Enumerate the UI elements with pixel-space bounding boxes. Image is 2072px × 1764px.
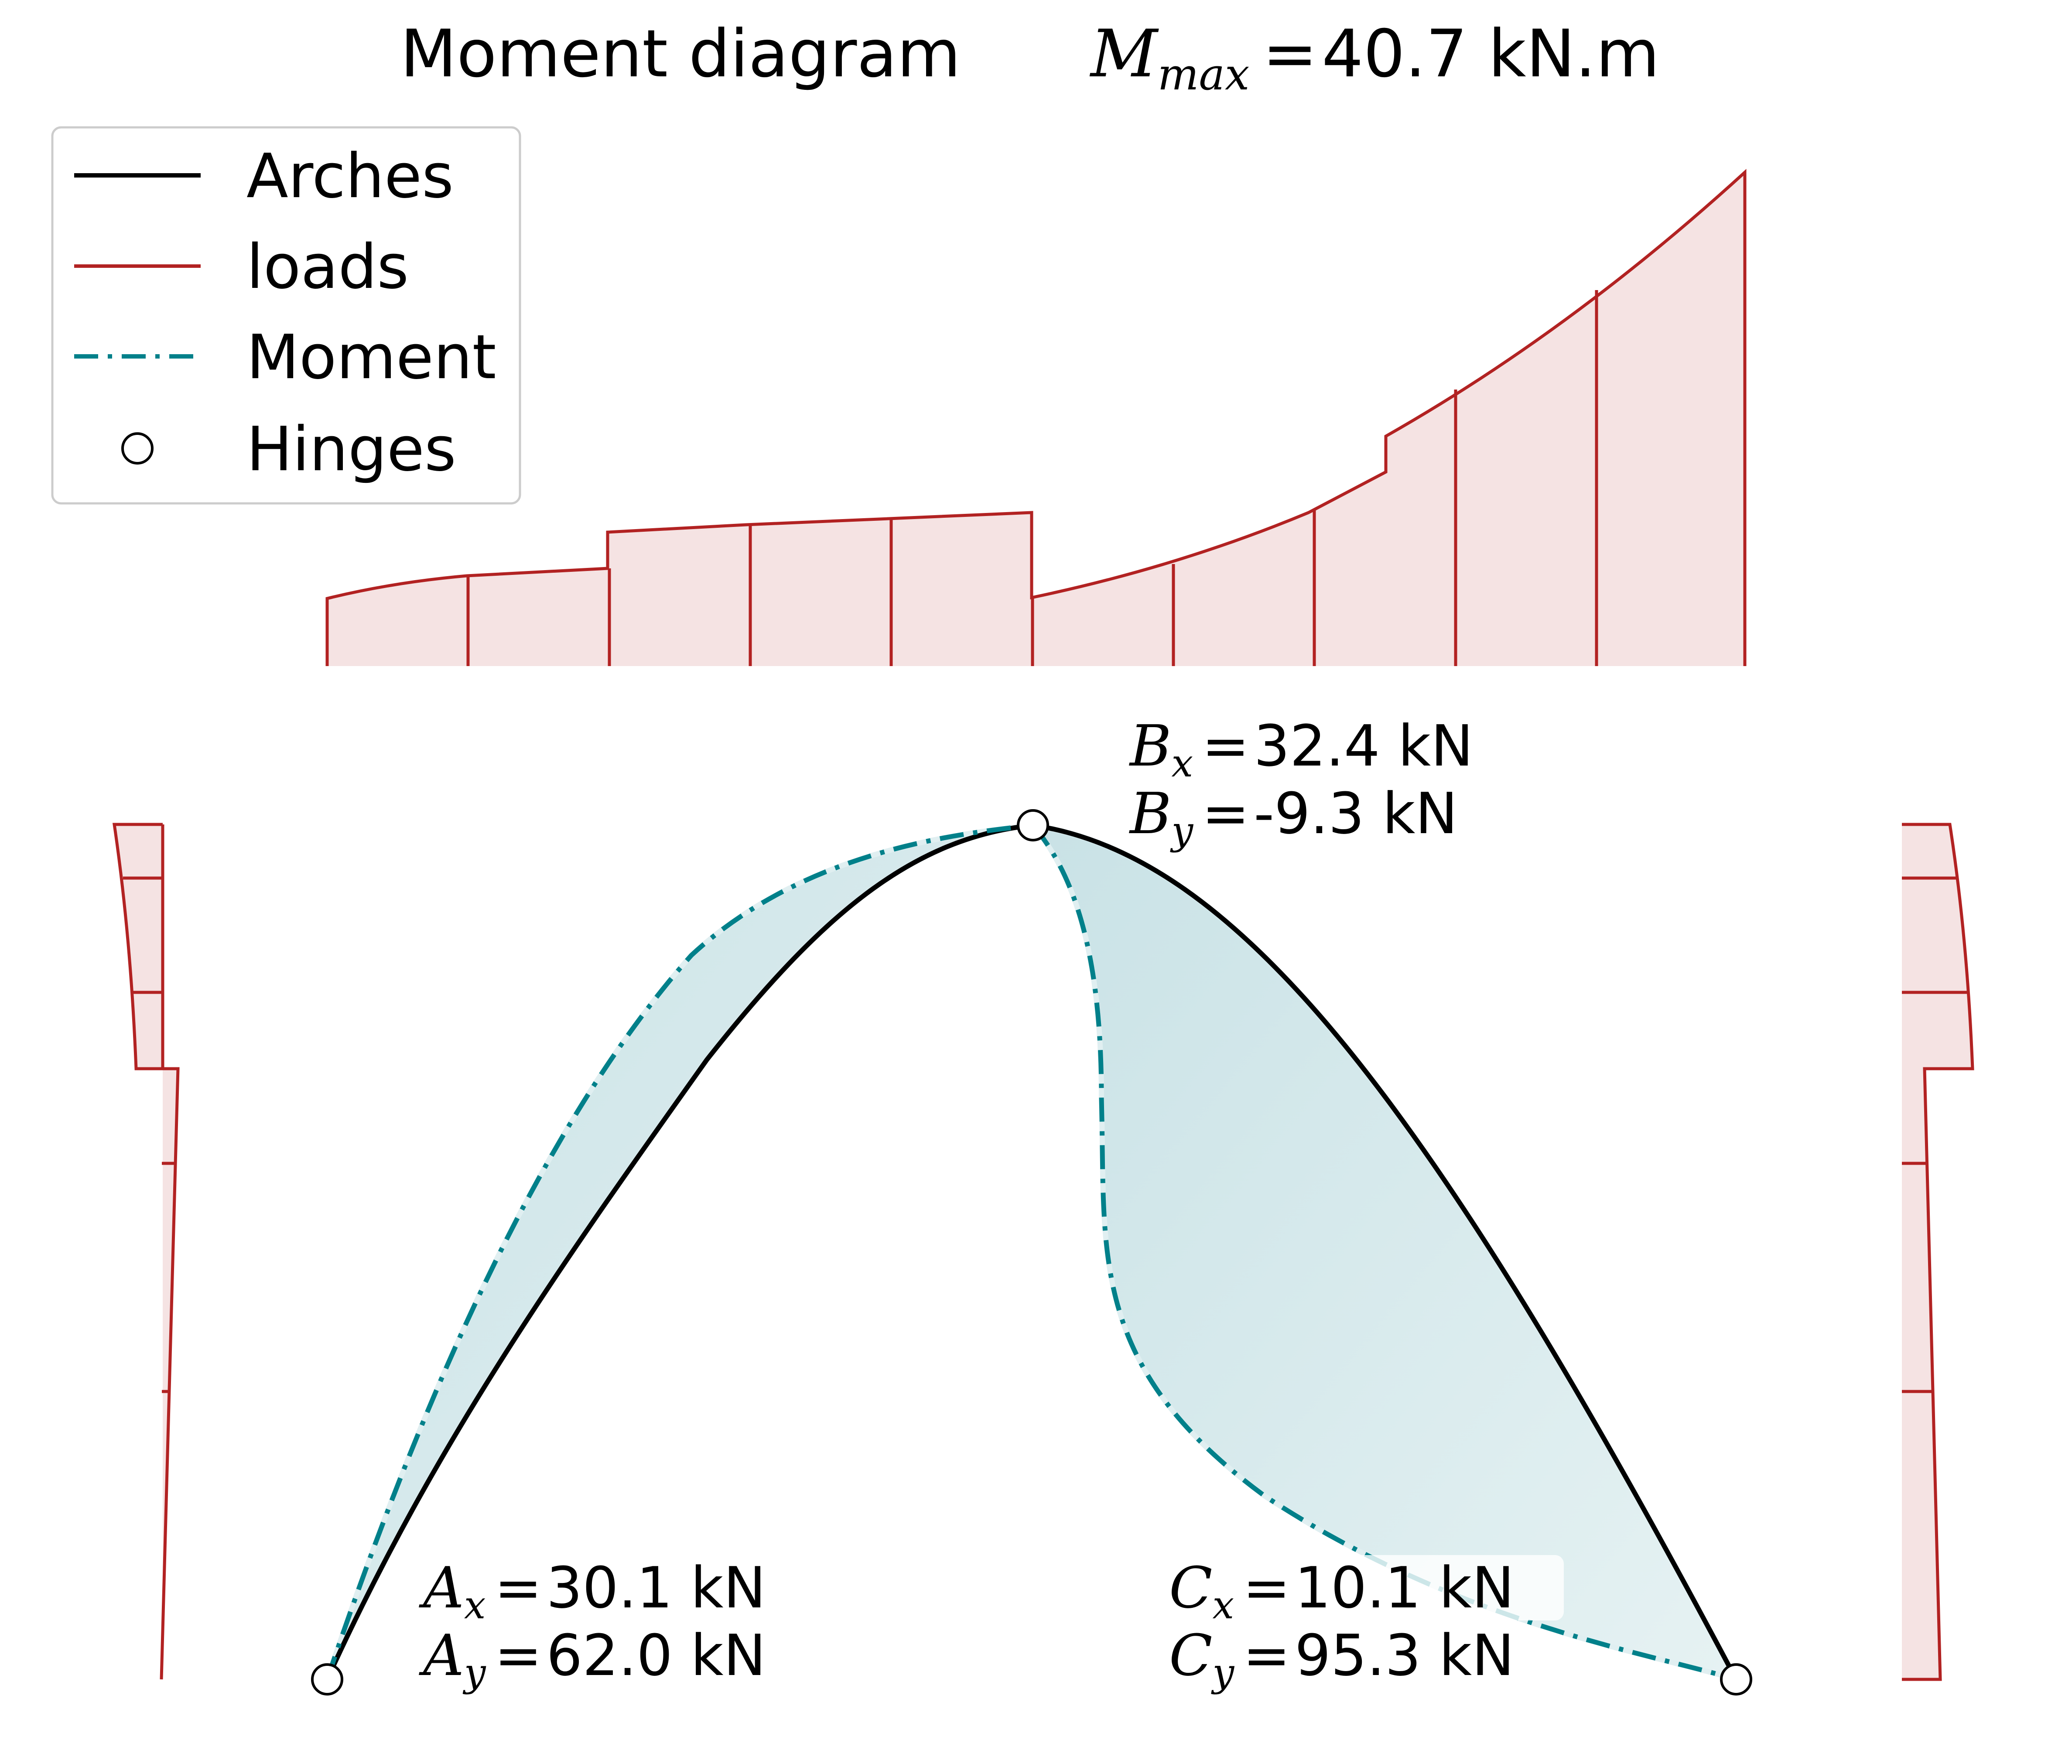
reaction-c-y: Cy =95.3 kN bbox=[1169, 1622, 1514, 1695]
top-load-ordinates bbox=[466, 290, 1598, 666]
legend-hinges-icon bbox=[121, 432, 154, 465]
reaction-c-x: Cx =10.1 kN bbox=[1169, 1555, 1514, 1627]
right-load-ordinates bbox=[1902, 876, 1968, 1393]
right-load-outline bbox=[1902, 823, 1974, 1681]
hinge-b-icon bbox=[1017, 809, 1049, 841]
top-load-outline bbox=[325, 169, 1747, 666]
left-load-outline bbox=[112, 823, 180, 1680]
reaction-b-label: Bx =32.4 kN By =-9.3 kN bbox=[1129, 713, 1473, 853]
mmax-equals: = bbox=[1262, 16, 1317, 92]
left-load-ordinates bbox=[123, 876, 175, 1393]
mmax-sub: max bbox=[1158, 49, 1250, 100]
legend-moment-label: Moment bbox=[246, 322, 496, 393]
mmax-symbol: M bbox=[1089, 16, 1159, 92]
moment-shading bbox=[325, 821, 1742, 1684]
legend-loads-label: loads bbox=[246, 232, 409, 303]
right-side-load bbox=[1902, 823, 1974, 1681]
hinge-a-icon bbox=[311, 1663, 343, 1696]
top-load-fill bbox=[327, 172, 1745, 666]
reaction-c-label: Cx =10.1 kN Cy =95.3 kN bbox=[1163, 1555, 1564, 1695]
moment-line bbox=[325, 823, 1737, 1682]
arch-line bbox=[325, 823, 1738, 1681]
legend-box bbox=[51, 126, 521, 505]
reaction-a-label: Ax =30.1 kN Ay =62.0 kN bbox=[419, 1555, 766, 1695]
mmax-value: 40.7 kN.m bbox=[1322, 16, 1660, 92]
hinge-c-icon bbox=[1720, 1663, 1752, 1696]
title-text: Moment diagram bbox=[400, 16, 961, 92]
reaction-a-y: Ay =62.0 kN bbox=[419, 1622, 766, 1695]
legend-hinges-label: Hinges bbox=[246, 414, 456, 485]
moment-fill-right bbox=[1026, 821, 1742, 1684]
legend: Arches loads Moment Hinges bbox=[51, 126, 521, 505]
reaction-b-x: Bx =32.4 kN bbox=[1129, 713, 1473, 786]
left-load-fill bbox=[114, 824, 178, 1679]
top-load-diagram bbox=[325, 169, 1747, 666]
legend-arches-label: Arches bbox=[246, 141, 454, 212]
left-side-load bbox=[112, 823, 180, 1680]
hinges bbox=[311, 809, 1752, 1696]
reaction-b-y: By =-9.3 kN bbox=[1129, 780, 1458, 853]
moment-fill-left bbox=[325, 823, 1033, 1681]
mmax-label: Mmax =40.7 kN.m bbox=[1089, 16, 1660, 100]
reaction-a-x: Ax =30.1 kN bbox=[419, 1555, 766, 1627]
right-load-fill bbox=[1902, 824, 1973, 1679]
reaction-c-label-bg bbox=[1163, 1555, 1564, 1620]
